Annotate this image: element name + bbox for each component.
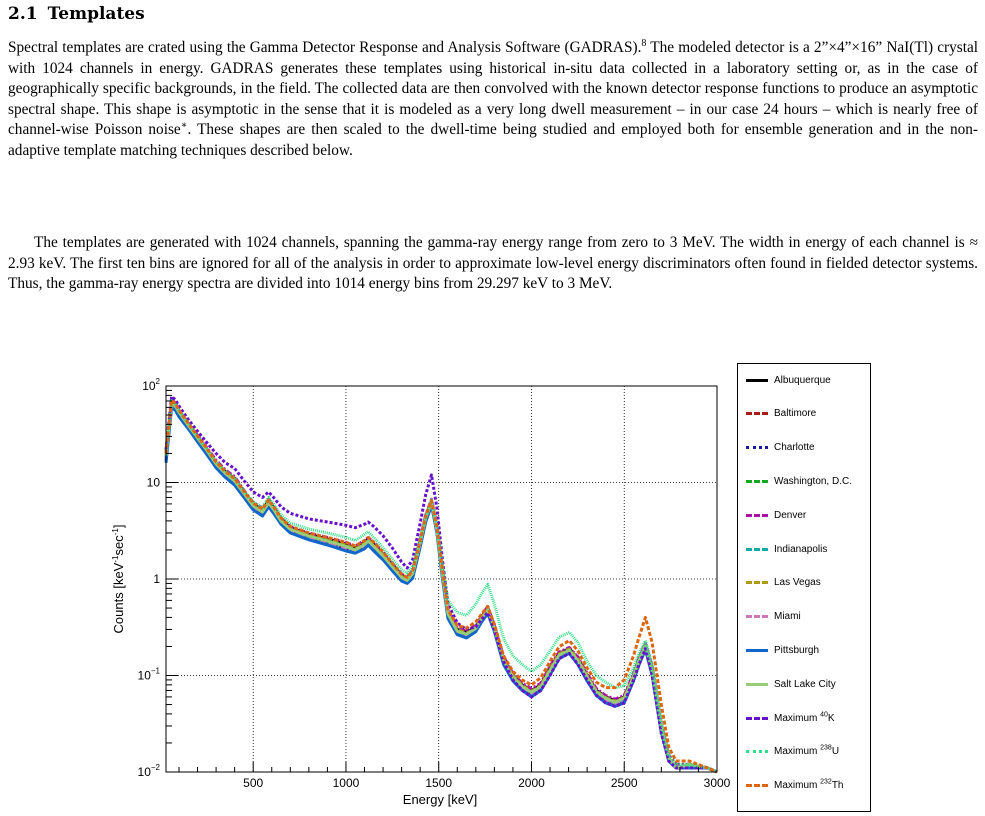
legend-label-4: Denver bbox=[774, 509, 807, 521]
axis-ticks bbox=[166, 389, 699, 773]
legend-swatch-5 bbox=[746, 547, 768, 551]
legend-item-12: Maximum 232Th bbox=[746, 778, 843, 794]
legend-item-8: Pittsburgh bbox=[746, 642, 819, 658]
legend-label-1: Baltimore bbox=[774, 408, 817, 420]
legend-item-7: Miami bbox=[746, 609, 801, 625]
y-tick-label-2: 1 bbox=[153, 572, 160, 586]
legend-item-11: Maximum 238U bbox=[746, 744, 839, 760]
legend-label-2: Charlotte bbox=[774, 442, 815, 454]
legend-swatch-2 bbox=[746, 446, 768, 450]
series-group bbox=[164, 394, 718, 774]
legend-swatch-11 bbox=[746, 750, 768, 754]
x-tick-label-0: 500 bbox=[243, 776, 263, 790]
series-line-1 bbox=[164, 402, 718, 774]
x-axis-label: Energy [keV] bbox=[403, 792, 477, 807]
series-line-0 bbox=[164, 399, 718, 774]
y-tick-label-3: 10 bbox=[147, 476, 161, 490]
legend-item-1: Baltimore bbox=[746, 406, 816, 422]
series-line-12 bbox=[164, 398, 718, 774]
paragraph-1-text-b: The modeled detector is a 2”×4”×16” NaI(… bbox=[8, 39, 978, 139]
series-line-2 bbox=[164, 404, 718, 774]
series-line-7 bbox=[164, 403, 718, 774]
section-title: Templates bbox=[47, 4, 145, 24]
y-tick-label-1: 10−1 bbox=[138, 667, 161, 683]
section-heading: 2.1 Templates bbox=[8, 4, 145, 24]
legend-label-12: Maximum 232Th bbox=[774, 778, 844, 792]
legend-swatch-7 bbox=[746, 615, 768, 619]
legend-item-5: Indianapolis bbox=[746, 541, 827, 557]
legend-swatch-0 bbox=[746, 378, 768, 382]
chart-legend: Albuquerque Baltimore Charlotte Washington,… bbox=[737, 363, 871, 812]
legend-label-5: Indianapolis bbox=[774, 543, 828, 555]
series-line-6 bbox=[164, 400, 718, 774]
legend-label-3: Washington, D.C. bbox=[774, 475, 852, 487]
section-number: 2.1 bbox=[8, 4, 38, 24]
legend-item-2: Charlotte bbox=[746, 440, 815, 456]
x-tick-label-4: 2500 bbox=[611, 776, 638, 790]
legend-swatch-8 bbox=[746, 648, 768, 652]
series-line-5 bbox=[164, 401, 718, 774]
x-tick-label-1: 1000 bbox=[333, 776, 360, 790]
legend-label-0: Albuquerque bbox=[774, 374, 831, 386]
tick-labels: 500 1000 1500 2000 2500 3000 10−2 10−1 1 10 102 bbox=[138, 377, 731, 790]
series-line-3 bbox=[164, 400, 718, 774]
x-tick-label-5: 3000 bbox=[704, 776, 731, 790]
y-tick-label-4: 102 bbox=[142, 377, 160, 393]
legend-item-0: Albuquerque bbox=[746, 372, 831, 388]
legend-label-8: Pittsburgh bbox=[774, 644, 820, 656]
legend-item-9: Salt Lake City bbox=[746, 676, 836, 692]
legend-swatch-9 bbox=[746, 682, 768, 686]
series-line-8 bbox=[164, 405, 718, 774]
paragraph-1-text-c: . These shapes are then scaled to the dw… bbox=[8, 121, 978, 159]
paragraph-2: The templates are generated with 1024 ch… bbox=[8, 234, 978, 293]
legend-swatch-10 bbox=[746, 716, 768, 720]
paragraph-1: Spectral templates are crated using the … bbox=[8, 38, 978, 162]
footnote-marker: ∗ bbox=[180, 120, 188, 132]
legend-label-6: Las Vegas bbox=[774, 577, 821, 589]
legend-swatch-12 bbox=[746, 784, 768, 788]
series-line-4 bbox=[164, 398, 718, 774]
legend-swatch-3 bbox=[746, 479, 768, 483]
legend-label-9: Salt Lake City bbox=[774, 678, 836, 690]
legend-item-4: Denver bbox=[746, 507, 806, 523]
x-tick-label-2: 1500 bbox=[425, 776, 452, 790]
legend-label-10: Maximum 40K bbox=[774, 711, 835, 724]
legend-swatch-4 bbox=[746, 513, 768, 517]
legend-item-6: Las Vegas bbox=[746, 575, 821, 591]
legend-swatch-6 bbox=[746, 581, 768, 585]
legend-swatch-1 bbox=[746, 412, 768, 416]
citation-ref: 8 bbox=[641, 37, 647, 49]
series-line-11 bbox=[164, 399, 718, 774]
legend-item-10: Maximum 40K bbox=[746, 710, 835, 726]
y-axis-label: Counts [keV-1sec-1] bbox=[111, 525, 126, 634]
legend-label-7: Miami bbox=[774, 611, 801, 623]
y-tick-label-0: 10−2 bbox=[138, 763, 161, 779]
series-line-9 bbox=[164, 401, 718, 774]
series-line-10 bbox=[164, 394, 718, 774]
legend-item-3: Washington, D.C. bbox=[746, 473, 852, 489]
paragraph-1-text-a: Spectral templates are crated using the … bbox=[8, 39, 642, 56]
x-tick-label-3: 2000 bbox=[518, 776, 545, 790]
legend-label-11: Maximum 238U bbox=[774, 744, 840, 758]
